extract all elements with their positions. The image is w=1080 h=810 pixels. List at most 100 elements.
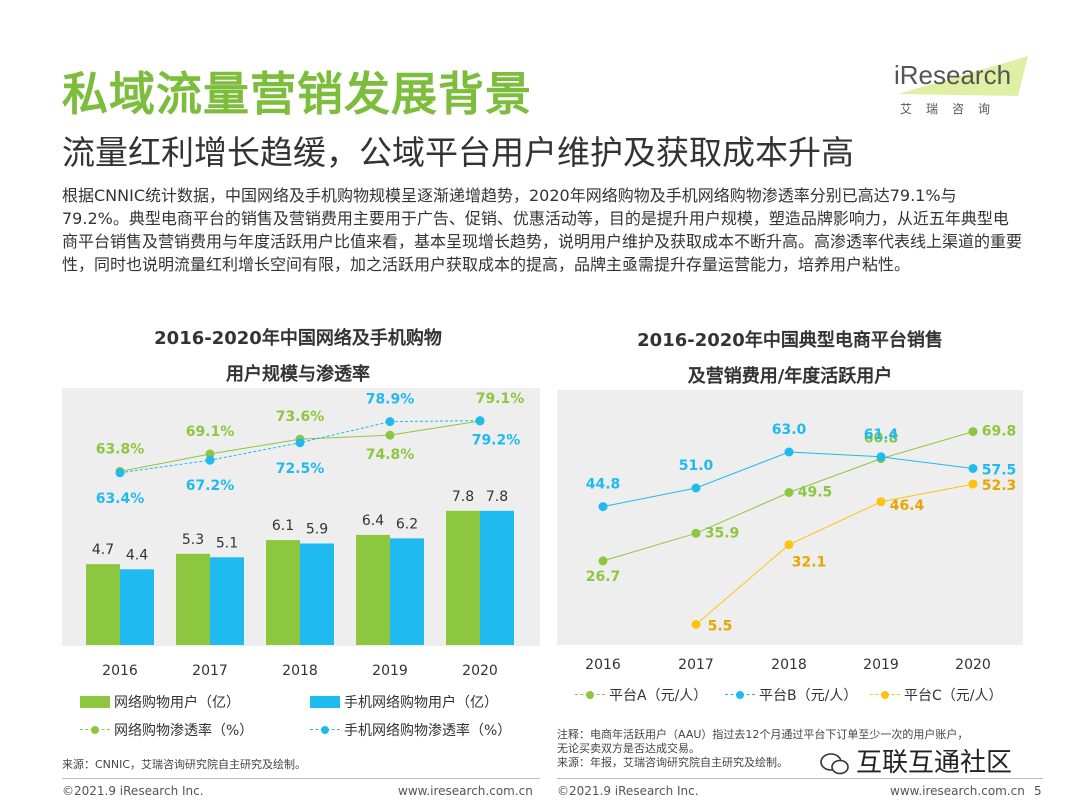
platform-value-label: 60.8 [864,431,899,447]
legend-item-mobile-users: 手机网络购物用户（亿） [310,692,498,712]
rate-point [475,416,485,426]
page-number: 5 [1034,784,1042,798]
legend-swatch-green-line [575,689,605,701]
rate-label: 63.8% [96,441,145,457]
left-chart-legend: 网络购物用户（亿） 手机网络购物用户（亿） 网络购物渗透率（%） 手机网络购物渗… [80,690,540,740]
bar-value-label: 4.4 [126,547,148,563]
right-source-line: 来源：年报，艾瑞咨询研究院自主研究及绘制。 [557,756,788,769]
x-tick-label: 2019 [863,657,899,673]
rate-point [295,438,305,448]
rate-label: 74.8% [366,447,415,463]
legend-swatch-blue-bar [310,696,340,708]
platform-point [968,464,978,473]
legend-item-mobile-rate: 手机网络购物渗透率（%） [310,720,511,740]
footer-copyright-left: ©2021.9 iResearch Inc. [62,784,204,798]
legend-swatch-yellow-line [870,689,900,701]
platform-value-label: 46.4 [890,498,925,514]
platform-value-label: 49.5 [798,485,833,501]
legend-label: 网络购物渗透率（%） [114,723,254,739]
legend-label: 网络购物用户（亿） [114,695,240,711]
platform-value-label: 5.5 [708,619,733,635]
legend-label: 手机网络购物用户（亿） [344,695,498,711]
platform-point [691,620,701,629]
rate-point [115,468,125,478]
platform-point [784,540,794,550]
bar-online-2017 [176,553,210,645]
x-tick-label: 2020 [955,657,991,673]
platform-value-label: 35.9 [705,525,740,541]
platform-point [691,528,701,538]
bar-value-label: 6.4 [362,513,384,529]
platform-value-label: 63.0 [772,422,807,438]
bar-online-2019 [356,534,390,645]
legend-item-platform-b: 平台B（元/人） [725,685,857,705]
x-tick-label: 2018 [771,657,807,673]
platform-value-label: 57.5 [982,463,1017,479]
iresearch-logo: iResearch 艾瑞咨询 [878,56,1038,126]
legend-item-online-users: 网络购物用户（亿） [80,692,240,712]
bar-value-label: 4.7 [92,542,114,558]
platform-value-label: 44.8 [586,477,621,493]
right-note-line1: 注释：电商年活跃用户（AAU）指过去12个月通过平台下订单至少一次的用户账户， [557,728,969,741]
bar-mobile-2016 [120,569,154,645]
platform-value-label: 61.4 [864,427,899,443]
rate-label: 79.1% [476,391,525,407]
footer-url-left[interactable]: www.iresearch.com.cn [398,784,533,798]
left-chart-title-line2: 用户规模与渗透率 [226,364,370,385]
watermark-text: 互联互通社区 [856,748,1013,778]
rate-label: 63.4% [96,491,145,507]
right-chart-title-line1: 2016-2020年中国典型电商平台销售 [637,330,943,351]
wechat-icon [820,752,849,774]
right-notes: 注释：电商年活跃用户（AAU）指过去12个月通过平台下订单至少一次的用户账户， … [557,728,997,770]
legend-label: 平台B（元/人） [759,688,858,704]
rate-label: 78.9% [366,392,415,408]
rate-point [205,455,215,465]
right-chart-title-line2: 及营销费用/年度活跃用户 [687,366,893,387]
x-tick-label: 2017 [192,663,228,679]
footer-url-right[interactable]: www.iresearch.com.cn [890,784,1025,798]
legend-swatch-blue-line [725,689,755,701]
footer-copyright-right: ©2021.9 iResearch Inc. [557,784,699,798]
logo-cn-text: 艾瑞咨询 [900,102,1005,116]
platform-point [968,427,978,437]
bar-mobile-2017 [210,557,244,645]
platform-value-label: 52.3 [982,478,1017,494]
platform-point [598,502,608,512]
platform-point [784,488,794,497]
bar-mobile-2020 [480,510,514,645]
bar-value-label: 5.1 [216,535,238,551]
rate-point [385,417,395,427]
rate-label: 72.5% [276,461,325,477]
bar-online-2016 [86,564,120,645]
rate-point [205,449,215,459]
left-source-note: 来源：CNNIC，艾瑞咨询研究院自主研究及绘制。 [62,758,307,771]
bar-mobile-2019 [390,538,424,645]
x-tick-label: 2019 [372,663,408,679]
platform-value-label: 26.7 [586,569,621,585]
logo-text: iResearch [894,60,1012,90]
legend-swatch-blue-line [310,724,340,736]
x-tick-label: 2017 [678,657,714,673]
page-subtitle: 流量红利增长趋缓，公域平台用户维护及获取成本升高 [62,133,854,172]
bar-online-2020 [446,510,480,645]
right-chart-legend: 平台A（元/人） 平台B（元/人） 平台C（元/人） [575,685,1025,707]
footer-divider-left [62,778,540,779]
footer-divider-right [557,778,1043,779]
right-chart-background [557,390,1023,645]
legend-item-platform-a: 平台A（元/人） [575,685,707,705]
legend-swatch-green-line [80,724,110,736]
watermark: 互联互通社区 [820,742,1012,779]
bar-online-2018 [266,540,300,645]
bar-value-label: 6.2 [396,516,418,532]
platform-value-label: 32.1 [792,555,827,571]
bar-value-label: 5.3 [182,532,204,548]
rate-label: 73.6% [276,409,325,425]
legend-item-platform-c: 平台C（元/人） [870,685,1003,705]
right-note-line2: 无论买卖双方是否达成交易。 [557,742,700,755]
bar-value-label: 7.8 [452,489,474,505]
rate-point [385,430,395,440]
bar-value-label: 6.1 [272,518,294,534]
platform-value-label: 69.8 [982,424,1017,440]
platform-value-label: 51.0 [679,458,714,474]
